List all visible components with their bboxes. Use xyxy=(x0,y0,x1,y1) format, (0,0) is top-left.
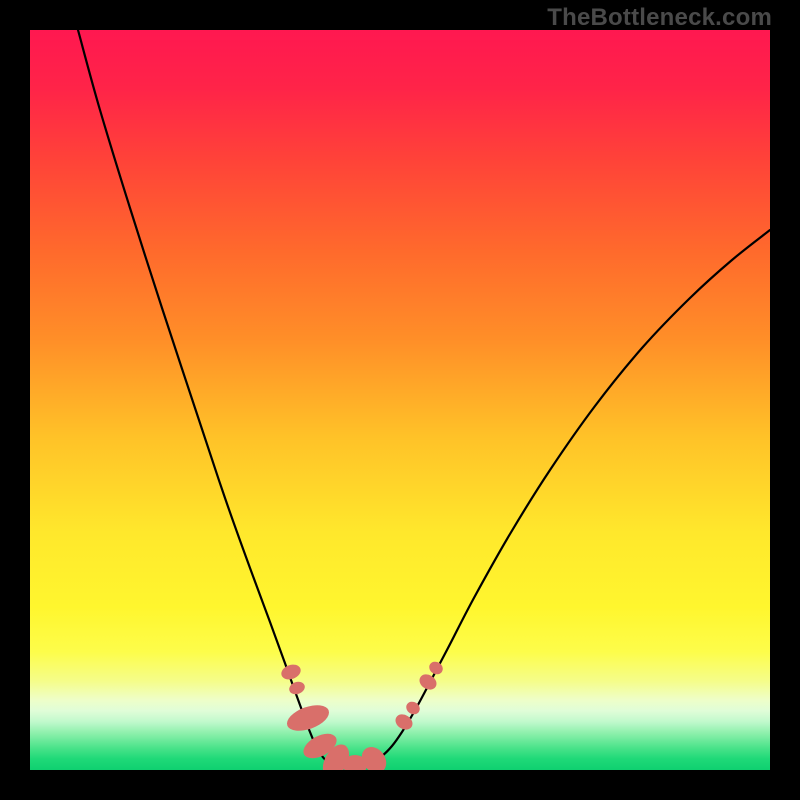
plot-svg xyxy=(30,30,770,770)
plot-area xyxy=(30,30,770,770)
watermark-text: TheBottleneck.com xyxy=(547,4,772,32)
gradient-background xyxy=(30,30,770,770)
